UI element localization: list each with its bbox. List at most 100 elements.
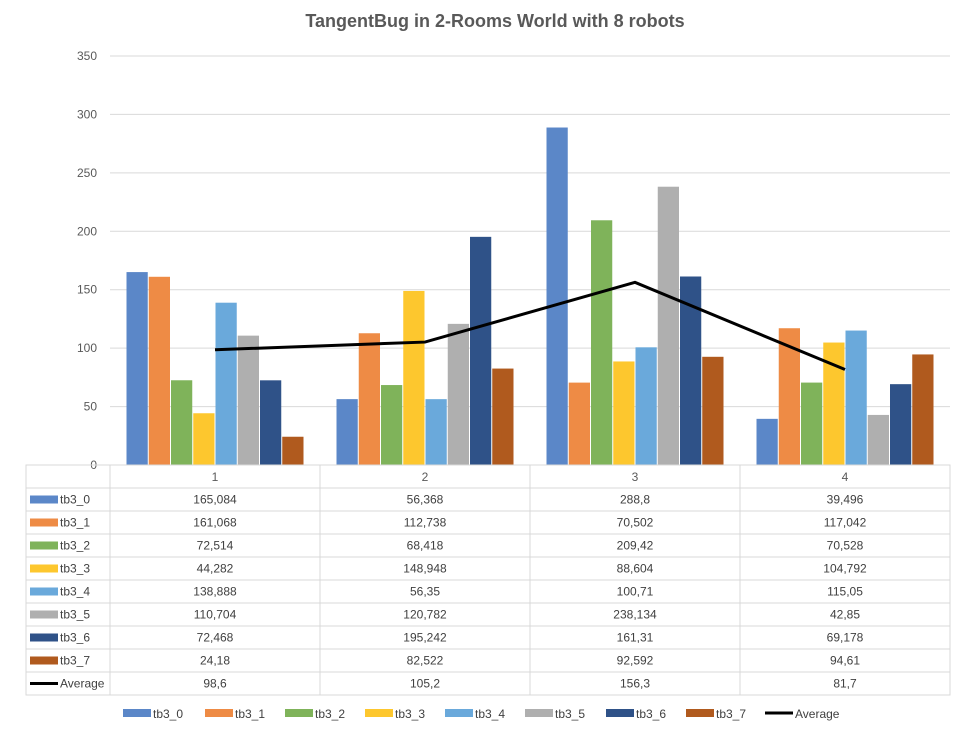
bar-tb3_4-1 xyxy=(215,302,237,465)
table-row-label-tb3_7: tb3_7 xyxy=(60,654,90,668)
data-label-tb3_0-1: 165,084 xyxy=(193,493,237,507)
data-label-tb3_4-2: 56,35 xyxy=(410,585,440,599)
y-tick-label-2: 100 xyxy=(77,341,97,355)
legend-swatch-tb3_6 xyxy=(606,709,634,717)
legend-label-tb3_4: tb3_4 xyxy=(475,707,505,721)
data-label-tb3_1-4: 117,042 xyxy=(824,516,867,530)
data-label-tb3_0-2: 56,368 xyxy=(407,493,444,507)
legend-label-tb3_0: tb3_0 xyxy=(153,707,183,721)
bar-tb3_5-4 xyxy=(867,414,889,465)
data-label-Average-4: 81,7 xyxy=(833,677,857,691)
data-label-tb3_1-3: 70,502 xyxy=(617,516,654,530)
data-label-tb3_3-3: 88,604 xyxy=(617,562,654,576)
legend-label-tb3_1: tb3_1 xyxy=(235,707,265,721)
table-swatch-tb3_7 xyxy=(30,656,58,665)
data-label-tb3_1-1: 161,068 xyxy=(193,516,237,530)
bar-tb3_7-2 xyxy=(492,368,514,465)
table-row-label-tb3_2: tb3_2 xyxy=(60,539,90,553)
bar-tb3_5-2 xyxy=(447,323,469,465)
data-label-tb3_0-4: 39,496 xyxy=(827,493,864,507)
y-tick-label-7: 350 xyxy=(77,49,97,63)
data-label-tb3_4-1: 138,888 xyxy=(193,585,237,599)
bar-tb3_2-4 xyxy=(801,382,823,465)
x-tick-label-2: 2 xyxy=(422,470,429,484)
data-label-tb3_6-4: 69,178 xyxy=(827,631,864,645)
bar-tb3_3-3 xyxy=(613,361,635,465)
table-row-label-tb3_5: tb3_5 xyxy=(60,608,90,622)
bar-tb3_5-3 xyxy=(657,186,679,466)
bar-tb3_3-1 xyxy=(193,413,215,465)
data-label-Average-1: 98,6 xyxy=(203,677,227,691)
data-label-tb3_5-3: 238,134 xyxy=(613,608,657,622)
data-label-tb3_6-2: 195,242 xyxy=(403,631,447,645)
data-label-tb3_4-4: 115,05 xyxy=(827,585,863,599)
table-swatch-tb3_4 xyxy=(30,587,58,596)
data-label-tb3_3-2: 148,948 xyxy=(403,562,447,576)
x-tick-label-4: 4 xyxy=(842,470,849,484)
data-label-tb3_2-2: 68,418 xyxy=(407,539,444,553)
bar-tb3_7-4 xyxy=(912,354,934,465)
data-label-tb3_4-3: 100,71 xyxy=(617,585,654,599)
legend-label-tb3_6: tb3_6 xyxy=(636,707,666,721)
bar-tb3_6-2 xyxy=(470,236,492,465)
bar-tb3_7-3 xyxy=(702,356,724,465)
bar-tb3_1-4 xyxy=(778,328,800,465)
bar-tb3_4-3 xyxy=(635,347,657,465)
bar-tb3_0-4 xyxy=(756,418,778,465)
table-row-label-tb3_6: tb3_6 xyxy=(60,631,90,645)
data-label-tb3_5-2: 120,782 xyxy=(403,608,447,622)
data-label-tb3_6-1: 72,468 xyxy=(197,631,234,645)
bar-tb3_5-1 xyxy=(237,335,259,465)
bar-tb3_1-3 xyxy=(568,382,590,465)
data-label-tb3_7-4: 94,61 xyxy=(830,654,860,668)
bar-tb3_1-2 xyxy=(358,333,380,465)
table-swatch-tb3_5 xyxy=(30,610,58,619)
table-row-label-tb3_3: tb3_3 xyxy=(60,562,90,576)
table-swatch-tb3_3 xyxy=(30,564,58,573)
y-tick-label-6: 300 xyxy=(77,107,97,121)
table-swatch-tb3_6 xyxy=(30,633,58,642)
y-tick-label-4: 200 xyxy=(77,224,97,238)
data-label-tb3_7-2: 82,522 xyxy=(407,654,444,668)
data-label-tb3_1-2: 112,738 xyxy=(404,516,447,530)
bar-tb3_6-1 xyxy=(260,380,282,465)
data-label-tb3_3-4: 104,792 xyxy=(823,562,867,576)
data-label-tb3_0-3: 288,8 xyxy=(620,493,650,507)
bar-tb3_6-3 xyxy=(680,276,702,465)
chart-title: TangentBug in 2-Rooms World with 8 robot… xyxy=(305,11,684,31)
legend-swatch-tb3_7 xyxy=(686,709,714,717)
legend-label-tb3_7: tb3_7 xyxy=(716,707,746,721)
data-label-Average-3: 156,3 xyxy=(620,677,650,691)
y-tick-label-3: 150 xyxy=(77,283,97,297)
table-swatch-tb3_2 xyxy=(30,541,58,550)
data-label-tb3_2-4: 70,528 xyxy=(827,539,864,553)
data-label-Average-2: 105,2 xyxy=(410,677,440,691)
x-tick-label-1: 1 xyxy=(212,470,219,484)
bar-tb3_2-3 xyxy=(591,220,613,465)
data-label-tb3_7-3: 92,592 xyxy=(617,654,654,668)
data-label-tb3_6-3: 161,31 xyxy=(617,631,654,645)
data-label-tb3_3-1: 44,282 xyxy=(197,562,234,576)
legend-label-tb3_5: tb3_5 xyxy=(555,707,585,721)
legend-label-Average: Average xyxy=(795,707,840,721)
data-label-tb3_5-4: 42,85 xyxy=(830,608,860,622)
bar-tb3_0-1 xyxy=(126,272,148,465)
table-swatch-tb3_0 xyxy=(30,495,58,504)
table-row-label-tb3_0: tb3_0 xyxy=(60,493,90,507)
bar-tb3_3-2 xyxy=(403,290,425,465)
bar-tb3_4-4 xyxy=(845,330,867,465)
bar-tb3_2-1 xyxy=(171,380,193,465)
y-tick-label-5: 250 xyxy=(77,166,97,180)
line-average xyxy=(214,280,846,371)
legend-swatch-tb3_1 xyxy=(205,709,233,717)
table-row-label-tb3_1: tb3_1 xyxy=(60,516,90,530)
data-label-tb3_5-1: 110,704 xyxy=(194,608,237,622)
bar-tb3_0-2 xyxy=(336,399,358,465)
legend-swatch-tb3_4 xyxy=(445,709,473,717)
legend-swatch-tb3_3 xyxy=(365,709,393,717)
bar-tb3_2-2 xyxy=(381,385,403,465)
legend-swatch-tb3_0 xyxy=(123,709,151,717)
table-row-label-Average: Average xyxy=(60,677,105,691)
